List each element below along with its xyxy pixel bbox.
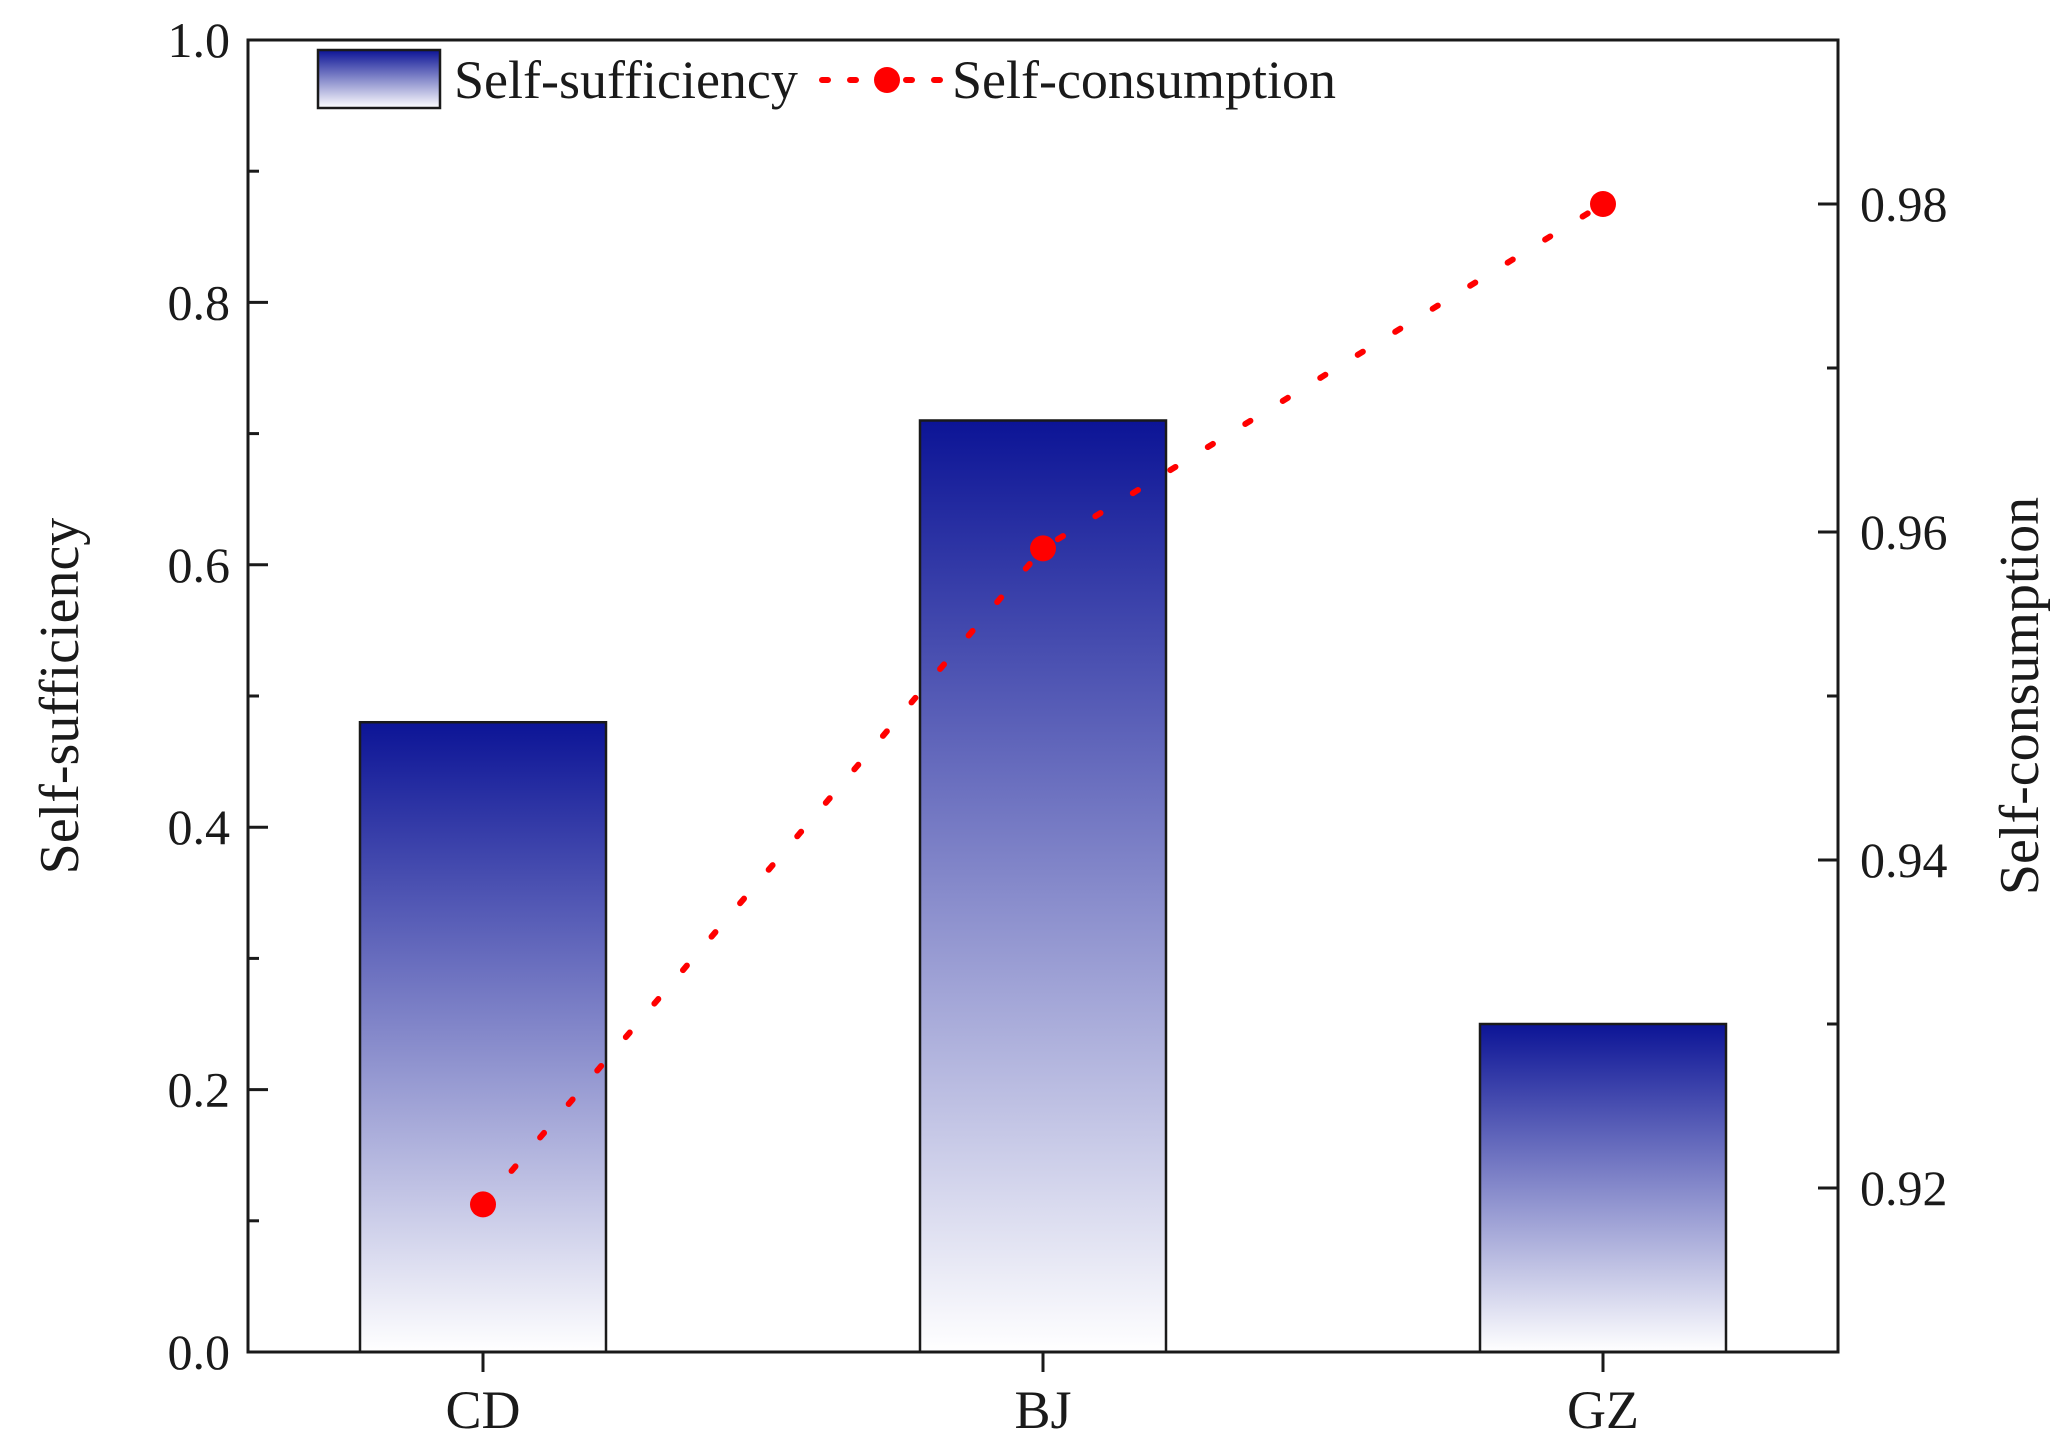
x-axis: CD BJ GZ xyxy=(445,1352,1639,1436)
legend-label-self-consumption: Self-consumption xyxy=(952,50,1336,110)
right-axis: 0.92 0.94 0.96 0.98 xyxy=(1818,38,1948,1354)
legend: Self-sufficiency Self-consumption xyxy=(316,48,1336,110)
x-tick-label-gz: GZ xyxy=(1567,1380,1639,1436)
y2-tick-label: 0.98 xyxy=(1860,176,1948,232)
point-bj xyxy=(1030,535,1056,562)
y-tick-label: 0.4 xyxy=(168,799,231,855)
point-gz xyxy=(1590,191,1616,217)
bar-bj xyxy=(918,419,1168,1354)
y2-tick-label: 0.92 xyxy=(1860,1160,1948,1216)
y2-axis-title: Self-consumption xyxy=(1989,497,2051,895)
legend-swatch-self-sufficiency xyxy=(316,48,442,110)
bars-layer xyxy=(358,419,1728,1354)
line-layer xyxy=(470,191,1616,1218)
x-tick-label-cd: CD xyxy=(445,1380,520,1436)
y-tick-label: 0.2 xyxy=(168,1062,231,1118)
x-tick-label-bj: BJ xyxy=(1014,1380,1071,1436)
bar-cd xyxy=(358,720,608,1354)
y2-tick-label: 0.96 xyxy=(1860,504,1948,560)
y2-tick-label: 0.94 xyxy=(1860,832,1948,888)
y-tick-label: 0.0 xyxy=(168,1324,231,1380)
point-cd xyxy=(470,1191,496,1218)
y-tick-label: 0.6 xyxy=(168,537,231,593)
y-axis-title: Self-sufficiency xyxy=(29,518,91,875)
y-tick-label: 1.0 xyxy=(168,12,231,68)
bar-gz xyxy=(1478,1022,1728,1354)
left-axis: 0.0 0.2 0.4 0.6 0.8 1.0 xyxy=(168,12,268,1380)
legend-marker-self-consumption xyxy=(874,67,900,93)
y-tick-label: 0.8 xyxy=(168,274,231,330)
legend-label-self-sufficiency: Self-sufficiency xyxy=(454,50,798,110)
